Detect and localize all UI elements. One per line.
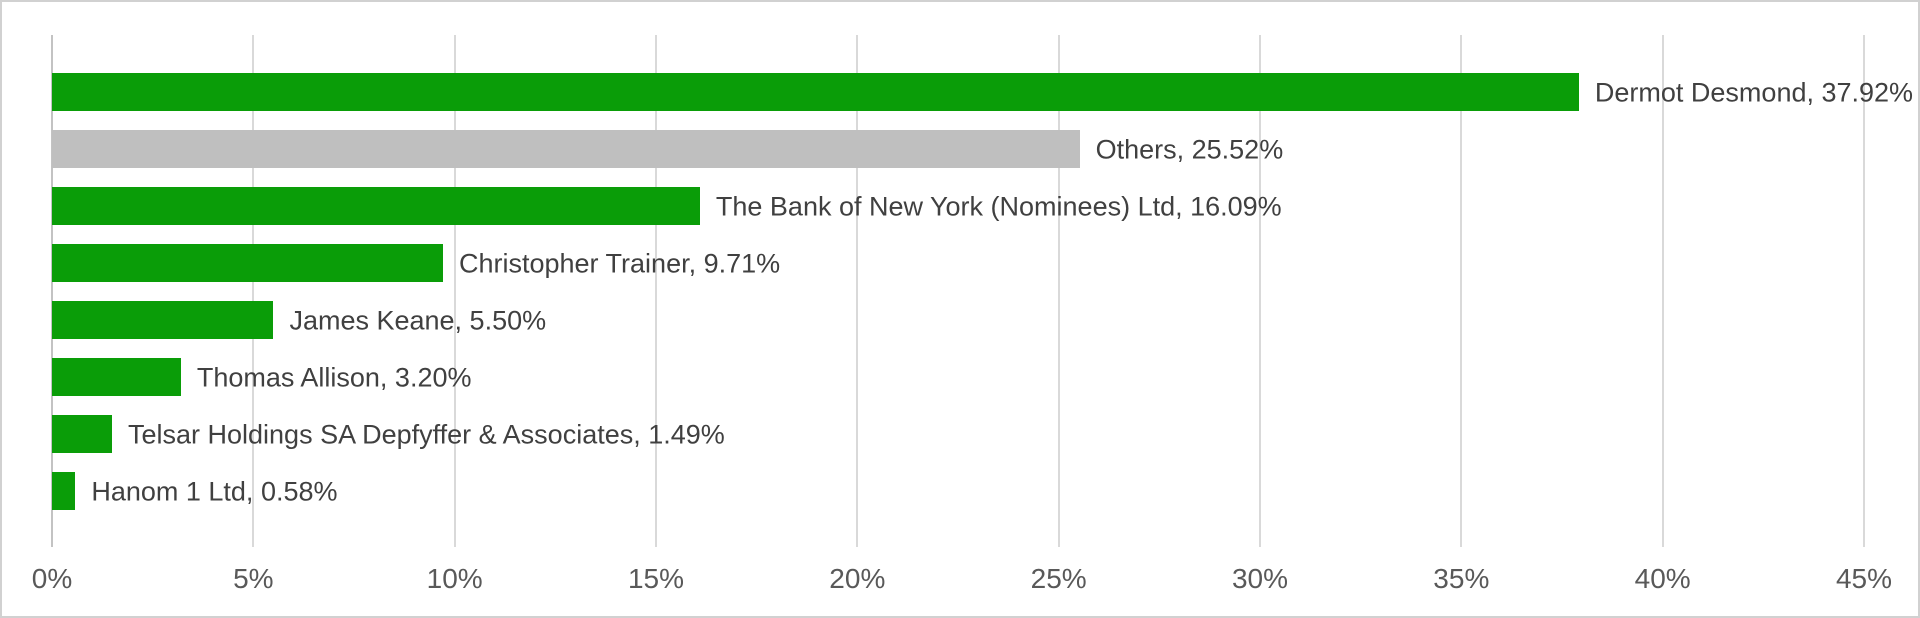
x-axis-tick-label: 25% xyxy=(1030,563,1087,594)
bar-data-label: Others, 25.52% xyxy=(1095,134,1284,164)
x-axis-tick-label: 20% xyxy=(829,563,886,594)
bar-row: Telsar Holdings SA Depfyffer & Associate… xyxy=(52,406,1864,463)
bar xyxy=(52,358,181,396)
bar-data-label: The Bank of New York (Nominees) Ltd, 16.… xyxy=(715,191,1282,221)
bar xyxy=(52,130,1080,168)
bar-row: James Keane, 5.50% xyxy=(52,292,1864,349)
x-axis-tick-label: 0% xyxy=(31,563,73,594)
x-axis-tick-label: 15% xyxy=(627,563,685,594)
x-axis-tick-label: 30% xyxy=(1231,563,1289,594)
bar xyxy=(52,244,443,282)
bar-row: Christopher Trainer, 9.71% xyxy=(52,235,1864,292)
bar-row: Thomas Allison, 3.20% xyxy=(52,349,1864,406)
vertical-gridline xyxy=(1661,35,1664,547)
x-axis-tick-label: 35% xyxy=(1433,563,1490,594)
bar-row: Others, 25.52% xyxy=(52,121,1864,178)
bar-data-label: Christopher Trainer, 9.71% xyxy=(458,248,781,278)
vertical-gridline xyxy=(453,35,456,547)
bar-row: Dermot Desmond, 37.92% xyxy=(52,64,1913,121)
bar-data-label: Dermot Desmond, 37.92% xyxy=(1594,77,1914,107)
vertical-gridline xyxy=(1057,35,1060,547)
x-axis-tick-label: 40% xyxy=(1634,563,1691,594)
bar xyxy=(52,73,1579,111)
bar-row: Hanom 1 Ltd, 0.58% xyxy=(52,463,1864,520)
x-axis-tick-label: 5% xyxy=(233,563,274,594)
bar-data-label: Hanom 1 Ltd, 0.58% xyxy=(91,476,338,506)
y-axis-line xyxy=(51,35,53,547)
bar xyxy=(52,472,76,510)
bar xyxy=(52,415,112,453)
vertical-gridline xyxy=(655,35,657,547)
x-axis-tick-label: 45% xyxy=(1835,563,1893,594)
bar-data-label: James Keane, 5.50% xyxy=(289,305,547,335)
vertical-gridline xyxy=(1259,35,1261,547)
vertical-gridline xyxy=(856,35,859,547)
vertical-gridline xyxy=(252,35,255,547)
bar xyxy=(52,301,274,339)
vertical-gridline xyxy=(1863,35,1865,547)
bar-data-label: Telsar Holdings SA Depfyffer & Associate… xyxy=(127,419,725,449)
vertical-gridline xyxy=(1460,35,1463,547)
bar-data-label: Thomas Allison, 3.20% xyxy=(196,362,472,392)
bar-row: The Bank of New York (Nominees) Ltd, 16.… xyxy=(52,178,1864,235)
bar xyxy=(52,187,700,225)
x-axis-tick-label: 10% xyxy=(426,563,483,594)
